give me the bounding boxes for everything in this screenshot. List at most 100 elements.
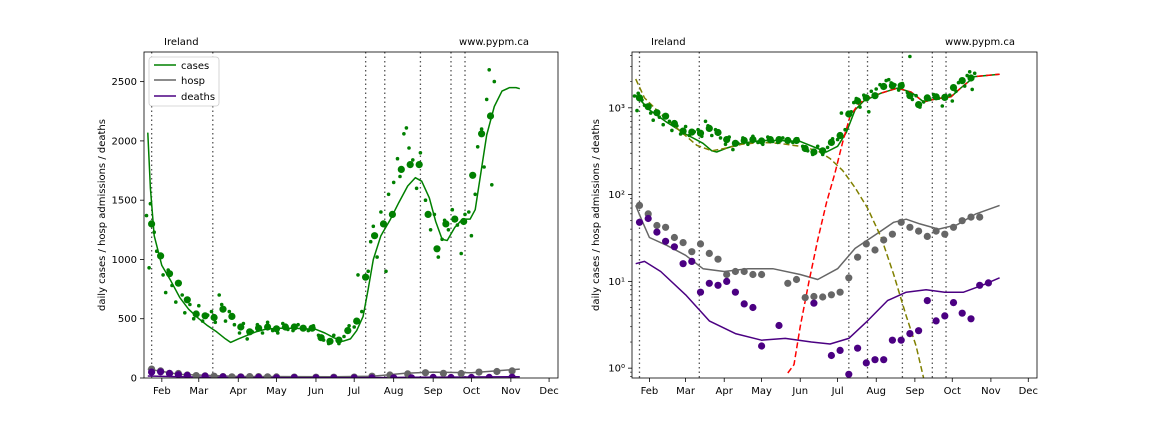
cases-daily-points-point-14 xyxy=(678,132,683,136)
deaths-weekly-points-point-0 xyxy=(148,368,156,376)
hosp-weekly-points-point-27 xyxy=(508,367,516,375)
deaths-weekly-points-point-21 xyxy=(508,373,516,378)
cases-daily-points-point-18 xyxy=(696,127,700,132)
linear-y-axis-label: daily cases / hosp admissions / deaths xyxy=(97,119,108,311)
cases-daily-points-point-22 xyxy=(710,133,714,138)
cases-weekly-points-point-33 xyxy=(442,220,450,228)
cases-daily-points-point-84 xyxy=(965,73,969,78)
cases-daily-points-point-70 xyxy=(436,255,441,259)
cases-daily-points-point-46 xyxy=(825,145,830,150)
deaths-weekly-points-point-17 xyxy=(827,351,836,360)
deaths-weekly-points-point-8 xyxy=(705,279,713,287)
cases-daily-points-point-49 xyxy=(356,273,360,277)
cases-daily-points-point-55 xyxy=(379,210,383,214)
cases-daily-points-point-75 xyxy=(936,96,941,100)
cases-daily-points-point-65 xyxy=(414,186,419,191)
cases-weekly-points-point-25 xyxy=(371,232,379,240)
deaths-weekly-points-point-22 xyxy=(871,356,879,364)
cases-daily-points-point-56 xyxy=(867,110,871,114)
hosp-weekly-points-point-29 xyxy=(906,223,914,231)
deaths-weekly-points-point-34 xyxy=(976,281,984,289)
deaths-weekly-points-point-4 xyxy=(670,243,679,251)
cases-daily-points-point-52 xyxy=(368,239,373,244)
deaths-weekly-points-point-19 xyxy=(467,373,475,378)
hosp-weekly-points-point-14 xyxy=(758,270,766,279)
cases-daily-points-point-33 xyxy=(276,331,280,335)
deaths-weekly-points-point-6 xyxy=(688,257,696,265)
deaths-weekly-points-point-11 xyxy=(731,288,740,296)
cases-daily-points-point-44 xyxy=(815,144,820,149)
cases-weekly-points-point-23 xyxy=(836,131,844,140)
cases-daily-points-point-33 xyxy=(761,142,765,147)
cases-daily-points-point-38 xyxy=(786,139,790,144)
cases-daily-points-point-37 xyxy=(296,322,300,327)
cases-daily-points-point-64 xyxy=(893,83,897,87)
cases-daily-points-point-81 xyxy=(475,145,480,149)
cases-daily-points-point-6 xyxy=(161,273,165,277)
cases-daily-points-point-29 xyxy=(255,322,260,327)
x-tick-label-7: Sep xyxy=(905,386,924,397)
cases-weekly-points-point-14 xyxy=(272,325,281,333)
cases-daily-points-point-86 xyxy=(970,87,974,92)
cases-daily-points-point-67 xyxy=(905,90,910,95)
hosp-weekly-points-point-23 xyxy=(439,369,447,377)
cases-weekly-points-point-38 xyxy=(486,112,495,120)
cases-weekly-points-point-12 xyxy=(255,324,263,332)
cases-daily-points-point-80 xyxy=(473,192,478,197)
deaths-weekly-points-point-27 xyxy=(915,327,923,335)
cases-weekly-points-point-30 xyxy=(415,161,423,169)
y-tick-label-3: 1500 xyxy=(112,196,137,207)
y-tick-label-2: 10² xyxy=(608,190,625,201)
cases-daily-points-point-15 xyxy=(683,124,688,129)
cases-daily-points-point-86 xyxy=(490,183,494,187)
cases-weekly-points-point-26 xyxy=(379,220,388,228)
cases-daily-points-point-16 xyxy=(687,133,692,138)
log-y-axis-label: daily cases / hosp admissions / deaths xyxy=(591,119,602,311)
x-tick-label-1: Mar xyxy=(676,386,696,397)
cases-daily-points-point-79 xyxy=(469,233,474,238)
deaths-weekly-points-point-7 xyxy=(237,373,245,378)
deaths-weekly-points-point-0 xyxy=(635,218,644,226)
cases-weekly-points-point-35 xyxy=(460,217,468,226)
deaths-weekly-points-point-17 xyxy=(429,373,437,378)
cases-daily-points-point-2 xyxy=(636,91,640,96)
cases-weekly-points-point-32 xyxy=(433,245,441,253)
cases-daily-points-point-37 xyxy=(781,136,785,140)
cases-daily-points-point-5 xyxy=(157,254,162,258)
deaths-weekly-points-point-1 xyxy=(157,368,165,376)
cases-daily-points-point-66 xyxy=(900,81,905,86)
cases-daily-points-point-62 xyxy=(886,77,891,82)
linear-source-label: www.pypm.ca xyxy=(459,37,529,48)
cases-daily-points-point-45 xyxy=(337,341,341,346)
cases-weekly-points-point-2 xyxy=(165,270,174,278)
hosp-weekly-points-point-33 xyxy=(941,230,949,238)
x-tick-label-7: Sep xyxy=(424,386,443,397)
cases-daily-points-point-42 xyxy=(805,149,810,153)
cases-daily-points-point-28 xyxy=(736,141,740,146)
x-tick-label-0: Feb xyxy=(641,386,659,397)
hosp-weekly-points-point-22 xyxy=(421,369,430,377)
hosp-weekly-points-point-16 xyxy=(792,275,801,284)
cases-daily-points-point-53 xyxy=(854,96,859,101)
cases-daily-points-point-67 xyxy=(423,198,428,202)
cases-daily-points-point-74 xyxy=(931,92,936,97)
cases-daily-points-point-13 xyxy=(675,124,679,128)
cases-daily-points-point-36 xyxy=(291,328,295,333)
cases-daily-points-point-71 xyxy=(440,237,444,242)
cases-weekly-points-point-22 xyxy=(827,138,836,146)
deaths-weekly-points-point-32 xyxy=(958,309,966,317)
cases-daily-points-point-20 xyxy=(217,293,221,297)
cases-daily-points-point-0 xyxy=(632,94,637,98)
cases-daily-points-point-2 xyxy=(148,201,153,206)
hosp-weekly-points-point-26 xyxy=(880,236,888,244)
y-tick-label-0: 10⁰ xyxy=(608,364,625,375)
cases-daily-points-point-30 xyxy=(260,331,265,335)
deaths-weekly-points-point-18 xyxy=(447,373,455,378)
cases-daily-points-point-35 xyxy=(771,139,775,144)
cases-daily-points-point-74 xyxy=(450,207,455,212)
hosp-weekly-points-point-2 xyxy=(653,221,661,230)
deaths-weekly-points-point-33 xyxy=(967,315,975,323)
hosp-weekly-points-point-20 xyxy=(827,291,836,299)
cases-daily-points-point-27 xyxy=(245,337,249,341)
cases-daily-points-point-13 xyxy=(188,302,192,307)
